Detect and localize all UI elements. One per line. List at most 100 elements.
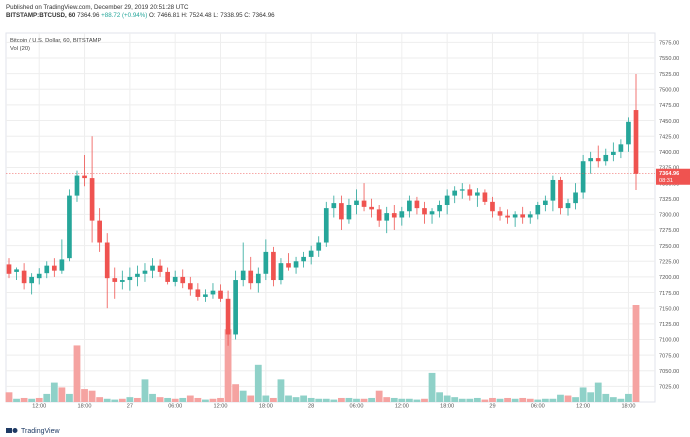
candle-body xyxy=(339,203,344,220)
candle-body xyxy=(391,213,397,218)
candle-body xyxy=(104,242,110,279)
volume-bar xyxy=(466,398,474,402)
y-tick-label: 7575.00 xyxy=(659,41,679,47)
volume-bar xyxy=(421,398,428,402)
volume-bar xyxy=(549,398,557,402)
candle-body xyxy=(112,278,118,282)
volume-bar xyxy=(443,395,451,402)
candle-body xyxy=(603,154,609,162)
volume-bar xyxy=(239,390,247,402)
volume-bar xyxy=(345,397,353,402)
symbol: BITSTAMP:BTCUSD, 60 xyxy=(6,12,76,19)
candle-body xyxy=(172,276,178,282)
candle-body xyxy=(505,215,510,218)
candle-body xyxy=(588,158,594,162)
candle-body xyxy=(82,175,87,179)
volume-bar xyxy=(307,397,315,402)
x-tick-label: 28 xyxy=(308,404,314,410)
candle-body xyxy=(573,192,578,204)
volume-bar xyxy=(156,397,164,402)
volume-bar xyxy=(5,392,13,402)
volume-bar xyxy=(277,379,285,402)
y-tick-label: 7025.00 xyxy=(659,385,679,391)
volume-bar xyxy=(519,397,527,402)
volume-bar xyxy=(202,399,209,402)
volume-bar xyxy=(436,392,443,402)
candle-body xyxy=(459,189,465,191)
y-tick-label: 7275.00 xyxy=(659,228,679,234)
volume-bar xyxy=(20,397,28,402)
candle-body xyxy=(271,251,276,281)
volume-label: Vol (20) xyxy=(10,46,30,52)
candle-body xyxy=(233,280,238,335)
candle-body xyxy=(74,175,80,196)
candle-body xyxy=(135,273,140,277)
volume-bar xyxy=(285,395,292,402)
x-tick-label: 18:00 xyxy=(78,404,92,410)
y-tick-label: 7125.00 xyxy=(659,322,679,328)
candle-body xyxy=(165,271,170,282)
candle-body xyxy=(195,289,201,297)
price-tag-countdown: 08:31 xyxy=(659,178,673,184)
candle-body xyxy=(595,158,601,162)
candle-body xyxy=(422,208,427,215)
y-tick-label: 7225.00 xyxy=(659,259,679,265)
volume-bar xyxy=(534,399,542,402)
volume-bar xyxy=(209,398,217,402)
y-tick-label: 7250.00 xyxy=(659,244,679,250)
volume-bar xyxy=(35,397,43,402)
volume-bar xyxy=(111,399,119,402)
x-tick-label: 27 xyxy=(127,404,133,410)
candle-body xyxy=(150,265,155,271)
x-tick-label: 12:00 xyxy=(214,404,228,410)
volume-bar xyxy=(232,384,240,402)
volume-bar xyxy=(179,397,187,402)
candle-body xyxy=(29,276,35,284)
volume-bar xyxy=(269,397,277,402)
volume-bar xyxy=(88,390,96,402)
volume-bar xyxy=(164,397,172,402)
volume-bar xyxy=(511,398,519,402)
x-tick-label: 06:00 xyxy=(168,404,182,410)
candle-body xyxy=(414,200,420,209)
candle-body xyxy=(323,208,329,243)
candle-body xyxy=(180,276,186,284)
candle-body xyxy=(225,298,231,335)
y-tick-label: 7500.00 xyxy=(659,87,679,93)
candle-body xyxy=(361,200,367,207)
price-tag-value: 7364.96 xyxy=(659,171,679,177)
candle-body xyxy=(354,200,359,205)
candle-body xyxy=(346,204,352,220)
candle-body xyxy=(437,204,442,212)
y-tick-label: 7300.00 xyxy=(659,213,679,219)
volume-bar xyxy=(625,393,632,402)
volume-bar xyxy=(224,329,232,402)
y-tick-label: 7525.00 xyxy=(659,72,679,78)
candle-body xyxy=(255,273,261,284)
y-tick-label: 7200.00 xyxy=(659,275,679,281)
candle-body xyxy=(278,263,284,281)
volume-bar xyxy=(171,398,179,402)
candle-body xyxy=(331,203,337,209)
tradingview-logo[interactable]: TradingView xyxy=(6,427,60,435)
volume-bar xyxy=(564,395,572,402)
candle-body xyxy=(97,220,102,243)
candle-body xyxy=(263,251,269,274)
y-tick-label: 7050.00 xyxy=(659,369,679,375)
candle-body xyxy=(21,270,27,284)
volume-bar xyxy=(572,397,579,402)
volume-bar xyxy=(126,397,134,402)
volume-bar xyxy=(375,390,383,402)
volume-bar xyxy=(353,398,360,402)
candle-body xyxy=(558,179,563,209)
candle-body xyxy=(308,250,314,257)
chart-header: Published on TradingView.com, December 2… xyxy=(6,4,275,20)
y-tick-label: 7075.00 xyxy=(659,353,679,359)
volume-bar xyxy=(617,398,625,402)
candle-body xyxy=(6,264,12,274)
candle-body xyxy=(36,273,42,279)
candle-body xyxy=(286,263,291,268)
candle-body xyxy=(67,195,72,259)
volume-bar xyxy=(186,395,194,402)
